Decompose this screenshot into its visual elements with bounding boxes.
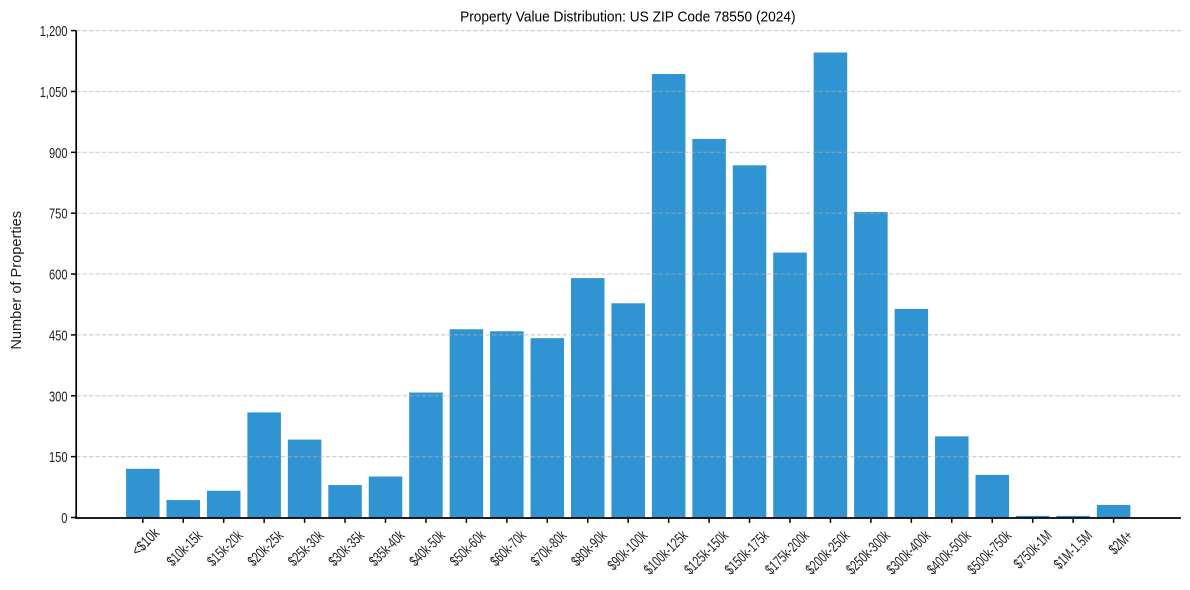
svg-text:1,050: 1,050 [40,84,68,101]
svg-text:Property Value Distribution: U: Property Value Distribution: US ZIP Code… [460,8,796,25]
svg-text:900: 900 [49,145,68,162]
svg-text:1,200: 1,200 [40,23,68,40]
svg-text:750: 750 [49,206,68,223]
svg-text:0: 0 [61,510,67,527]
svg-text:Number of Properties: Number of Properties [9,211,25,350]
svg-text:450: 450 [49,327,68,344]
svg-text:300: 300 [49,388,68,405]
svg-text:600: 600 [49,267,68,284]
svg-text:150: 150 [49,449,68,466]
